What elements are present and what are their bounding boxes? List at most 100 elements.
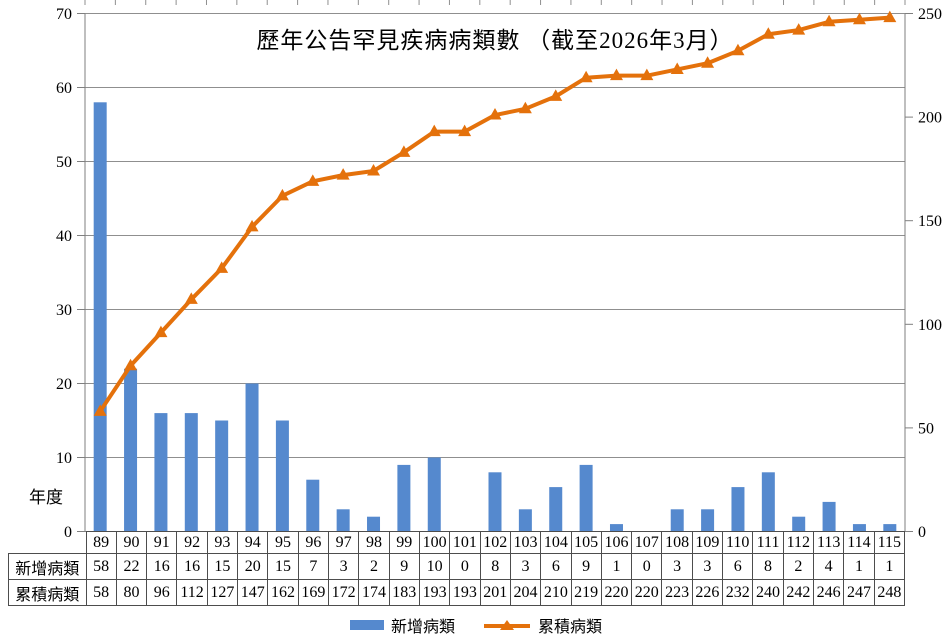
table-corner xyxy=(9,532,87,554)
left-axis-label: 20 xyxy=(56,376,72,393)
value-cell: 58 xyxy=(85,553,117,580)
bar xyxy=(215,420,229,532)
right-axis-label: 100 xyxy=(918,317,942,334)
year-cell: 98 xyxy=(358,531,390,554)
data-table: 89 90 91 92 93 94 95 96 97 98 99 100 101 102 103 104 105… xyxy=(8,531,906,606)
value-cell: 248 xyxy=(873,579,906,606)
line-marker-icon xyxy=(609,68,623,81)
value-cell: 204 xyxy=(509,579,542,606)
year-cell: 111 xyxy=(752,531,784,554)
value-cell: 246 xyxy=(812,579,845,606)
chart-title: 歷年公告罕見疾病病類數 （截至2026年3月） xyxy=(256,28,734,53)
line-marker-icon xyxy=(124,358,138,371)
bar xyxy=(609,524,623,532)
legend-label-new: 新增病類 xyxy=(390,619,455,636)
value-cell: 220 xyxy=(631,579,663,606)
value-cell: 2 xyxy=(358,553,390,580)
year-cell: 112 xyxy=(782,531,815,554)
value-cell: 127 xyxy=(206,579,239,606)
left-axis-label: 0 xyxy=(64,524,72,541)
line-marker-icon xyxy=(883,10,897,23)
line-marker-icon xyxy=(458,124,472,137)
value-cell: 96 xyxy=(146,579,178,606)
left-axis-label: 70 xyxy=(56,6,72,23)
line-marker-icon xyxy=(154,325,168,338)
value-cell: 7 xyxy=(297,553,330,580)
line-marker-icon xyxy=(579,70,593,83)
year-cell: 94 xyxy=(237,531,269,554)
line-marker-icon xyxy=(215,261,229,273)
line-marker-icon xyxy=(427,124,441,137)
bar xyxy=(883,524,897,532)
line-marker-icon xyxy=(701,56,715,68)
value-cell: 3 xyxy=(509,553,542,580)
value-cell: 219 xyxy=(570,579,602,606)
value-cell: 232 xyxy=(722,579,754,606)
bar xyxy=(93,102,107,532)
line-marker-icon xyxy=(549,89,563,101)
right-axis-label: 200 xyxy=(918,110,942,127)
value-cell: 247 xyxy=(843,579,875,606)
value-cell: 1 xyxy=(873,553,906,580)
line-marker-icon xyxy=(822,14,836,27)
year-cell: 107 xyxy=(631,531,663,554)
year-cell: 91 xyxy=(146,531,178,554)
year-cell: 103 xyxy=(509,531,542,554)
line-marker-icon xyxy=(245,219,259,232)
line-marker-icon xyxy=(792,23,806,35)
line-marker-icon xyxy=(367,163,381,176)
value-cell: 6 xyxy=(540,553,572,580)
bar xyxy=(731,487,745,532)
row-header-new: 新增病類 xyxy=(8,553,87,580)
left-axis-label: 40 xyxy=(56,228,72,245)
value-cell: 8 xyxy=(752,553,784,580)
value-cell: 1 xyxy=(600,553,633,580)
value-cell: 16 xyxy=(146,553,178,580)
bar xyxy=(427,457,441,532)
bar xyxy=(852,524,866,532)
value-cell: 9 xyxy=(388,553,420,580)
line-marker-icon xyxy=(852,12,866,25)
value-cell: 15 xyxy=(267,553,299,580)
value-cell: 58 xyxy=(85,579,117,606)
year-cell: 108 xyxy=(661,531,693,554)
value-cell: 210 xyxy=(540,579,572,606)
year-cell: 95 xyxy=(267,531,299,554)
left-axis-label: 10 xyxy=(56,450,72,467)
left-axis-label: 30 xyxy=(56,302,72,319)
line-marker-icon xyxy=(275,188,289,201)
value-cell: 201 xyxy=(479,579,511,606)
year-cell: 93 xyxy=(206,531,239,554)
legend: 新增病類 累積病類 xyxy=(0,611,952,639)
value-cell: 193 xyxy=(418,579,451,606)
year-cell: 99 xyxy=(388,531,420,554)
line-marker-icon xyxy=(306,174,320,186)
value-cell: 240 xyxy=(752,579,784,606)
bar xyxy=(579,464,593,532)
value-cell: 223 xyxy=(661,579,693,606)
value-cell: 16 xyxy=(176,553,208,580)
bar xyxy=(792,516,806,532)
line-marker-icon xyxy=(670,62,684,74)
bar xyxy=(154,413,168,532)
year-cell: 106 xyxy=(600,531,633,554)
value-cell: 9 xyxy=(570,553,602,580)
bar xyxy=(822,501,836,532)
line-marker-icon xyxy=(518,101,532,114)
value-cell: 183 xyxy=(388,579,420,606)
x-axis-title: 年度 xyxy=(29,488,63,507)
value-cell: 2 xyxy=(782,553,815,580)
line-marker-icon xyxy=(397,145,411,157)
bar xyxy=(124,368,138,532)
bar xyxy=(549,487,563,532)
value-cell: 169 xyxy=(297,579,330,606)
line-marker-icon xyxy=(640,68,654,81)
legend-label-cumulative: 累積病類 xyxy=(538,619,603,636)
bar xyxy=(701,509,715,532)
value-cell: 10 xyxy=(418,553,451,580)
bar xyxy=(306,479,320,532)
year-cell: 113 xyxy=(812,531,845,554)
value-cell: 172 xyxy=(327,579,360,606)
left-axis-label: 50 xyxy=(56,154,72,171)
bar xyxy=(670,509,684,532)
